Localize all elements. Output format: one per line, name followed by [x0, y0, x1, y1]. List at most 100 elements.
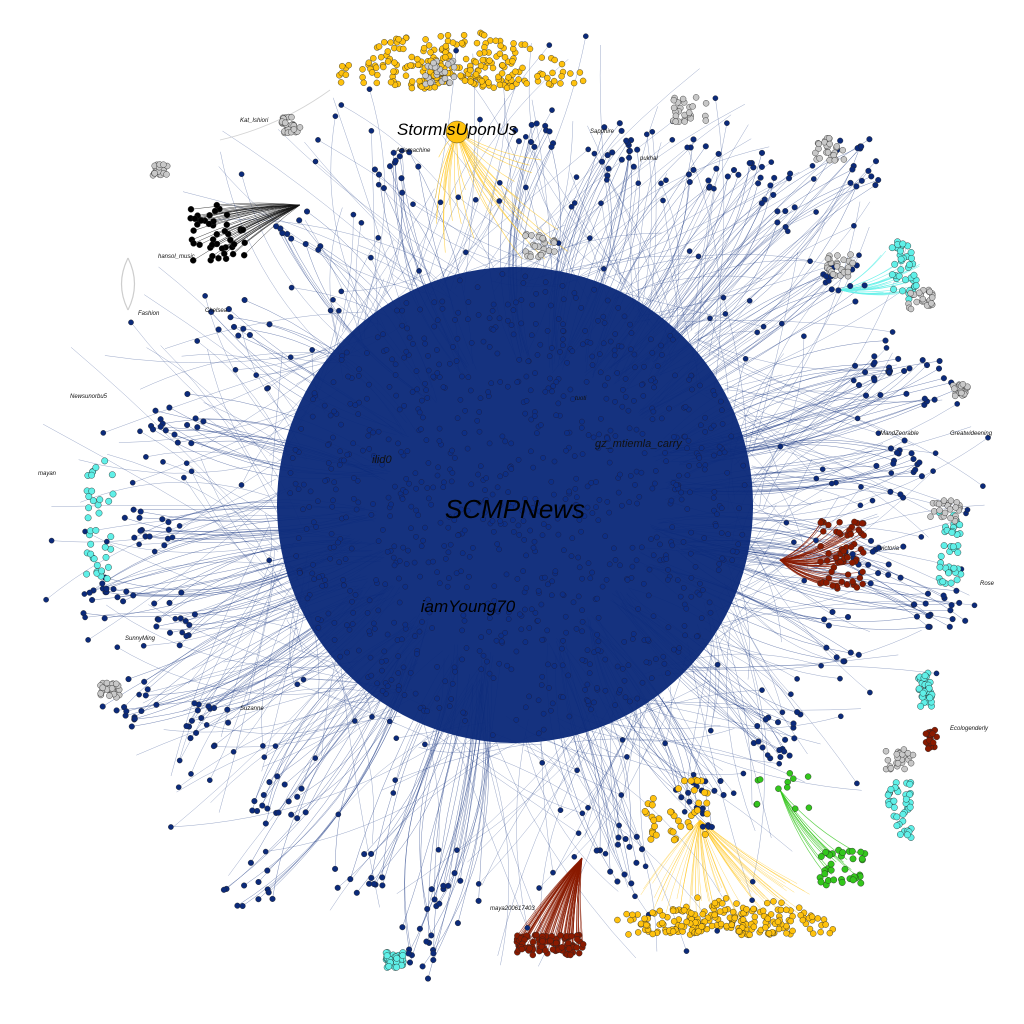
blue-edge: [378, 184, 542, 271]
core-node: [619, 403, 626, 410]
gold-node: [750, 905, 757, 913]
blue-node: [875, 570, 882, 577]
core-node: [440, 484, 447, 491]
core-node: [710, 422, 717, 429]
blue-node: [330, 296, 336, 303]
blue-node: [624, 754, 630, 760]
core-node: [716, 561, 723, 567]
blue-edge: [606, 287, 764, 327]
blue-edge: [516, 719, 529, 928]
black-node: [215, 255, 222, 262]
core-node: [735, 541, 742, 548]
blue-node: [162, 427, 169, 434]
core-node: [652, 480, 658, 487]
gold-node: [402, 72, 410, 79]
blue-edge: [658, 665, 937, 676]
blue-edge: [84, 561, 308, 595]
core-node: [456, 277, 463, 284]
core-node: [589, 569, 595, 576]
core-node: [367, 654, 374, 661]
blue-edge: [696, 342, 943, 403]
gray-node: [531, 243, 539, 250]
blue-node: [599, 158, 606, 165]
gold-edge: [691, 819, 701, 896]
blue-edge: [672, 225, 854, 348]
blue-node: [829, 480, 835, 487]
gold-node: [420, 44, 428, 52]
blue-edge: [761, 485, 861, 506]
blue-node: [264, 385, 270, 392]
core-node: [535, 697, 542, 704]
core-node: [408, 503, 415, 510]
gold-edge: [456, 131, 523, 235]
gray-node: [839, 146, 846, 154]
core-node: [330, 497, 336, 504]
blue-node: [621, 871, 628, 878]
blue-edge: [686, 147, 721, 391]
gray-node: [833, 143, 840, 150]
core-node: [684, 506, 691, 512]
core-node: [549, 592, 555, 599]
storm-hub-node: [445, 120, 469, 144]
blue-node: [619, 737, 626, 743]
core-node: [499, 271, 506, 277]
blue-node: [871, 377, 878, 384]
gray-node: [441, 75, 449, 82]
core-node: [391, 562, 398, 569]
blue-node: [933, 670, 940, 677]
cyan-node: [85, 504, 93, 512]
core-node: [522, 273, 529, 280]
blue-edge: [641, 250, 690, 310]
core-node: [595, 517, 602, 524]
core-node: [602, 656, 609, 663]
gold-node: [400, 45, 407, 53]
core-node: [510, 331, 517, 338]
core-node: [486, 315, 493, 322]
cyan-node: [945, 569, 952, 577]
core-node: [633, 557, 640, 564]
core-node: [578, 528, 584, 535]
core-node: [532, 370, 538, 376]
blue-node: [475, 881, 482, 887]
gray-node: [907, 290, 914, 297]
core-node: [579, 628, 585, 635]
maroon-node: [929, 730, 936, 737]
node-label: Ecologenderly: [950, 726, 989, 732]
core-node: [546, 685, 552, 691]
blue-node: [758, 163, 765, 170]
core-node: [406, 334, 413, 341]
black-node: [205, 220, 213, 228]
gold-node: [442, 54, 449, 61]
gold-node: [643, 921, 650, 929]
blue-node: [851, 222, 857, 229]
blue-node: [573, 174, 580, 180]
core-node: [548, 707, 554, 714]
core-node: [348, 545, 355, 552]
core-node: [740, 462, 747, 469]
core-node: [683, 605, 690, 612]
blue-node: [194, 424, 201, 431]
blue-edge: [761, 336, 805, 475]
core-node: [553, 412, 559, 419]
maroon-node: [825, 521, 832, 529]
blue-node: [475, 897, 482, 904]
core-node: [585, 560, 592, 567]
blue-node: [686, 248, 693, 254]
blue-node: [379, 874, 386, 881]
blue-node: [338, 102, 345, 108]
cyan-node: [89, 497, 97, 505]
core-node: [486, 615, 493, 621]
cyan-node: [84, 514, 92, 522]
core-node: [353, 506, 360, 513]
core-node: [555, 316, 562, 322]
gray-node: [427, 79, 434, 86]
blue-node: [103, 585, 110, 592]
core-node: [413, 534, 419, 540]
green-node: [786, 770, 793, 777]
blue-edge: [677, 629, 922, 671]
black-node: [213, 230, 221, 238]
blue-node: [166, 629, 173, 636]
cyan-node: [87, 540, 95, 548]
blue-node: [669, 136, 676, 143]
blue-node: [626, 154, 633, 161]
